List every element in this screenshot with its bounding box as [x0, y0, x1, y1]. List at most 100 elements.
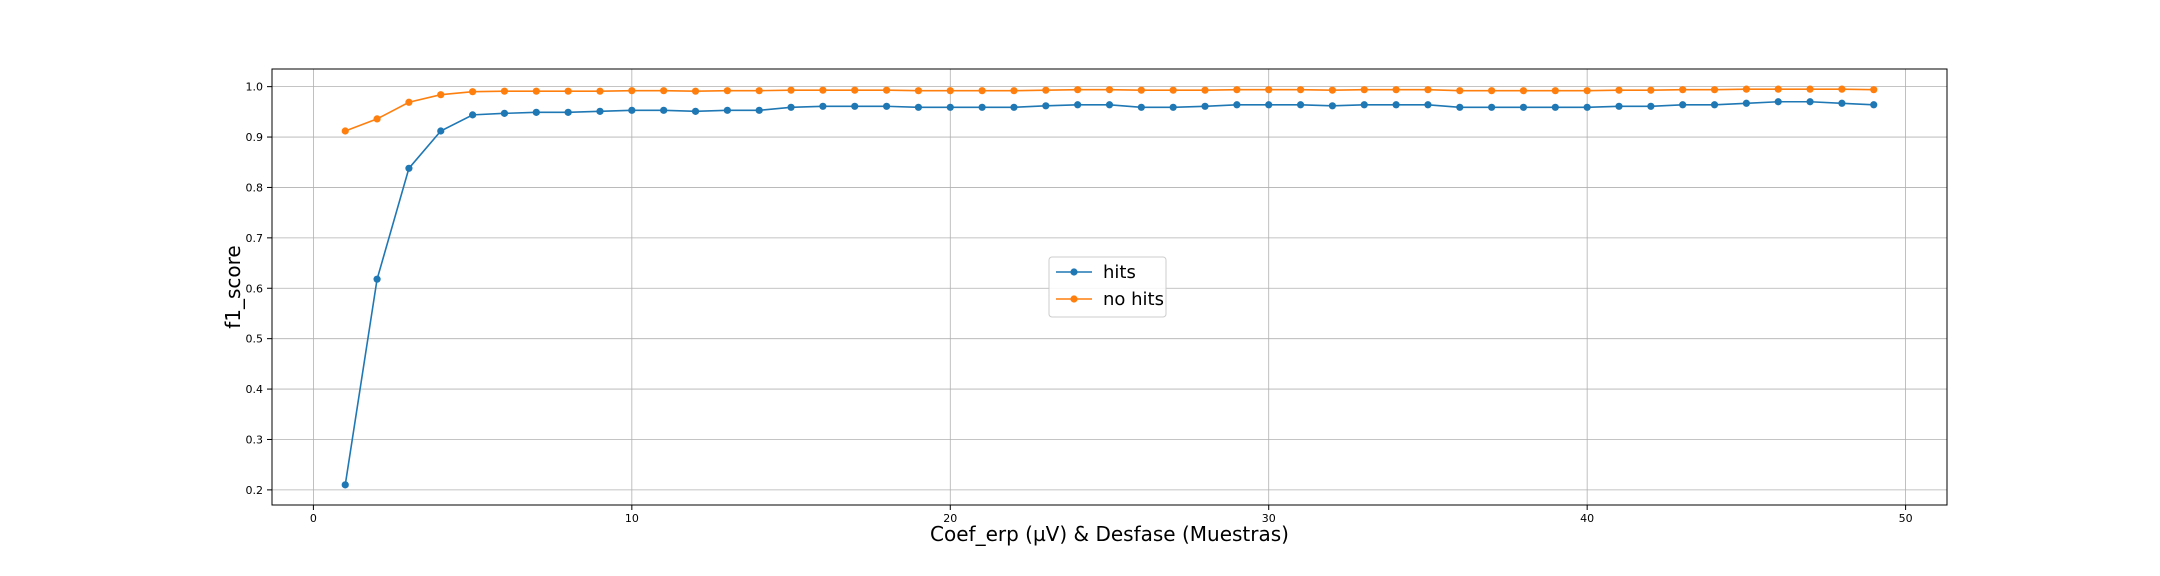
- x-tick-label: 20: [943, 512, 957, 525]
- data-point: [1870, 101, 1878, 109]
- y-tick-label: 0.7: [246, 232, 264, 245]
- data-point: [723, 87, 731, 95]
- data-point: [978, 103, 986, 111]
- data-point: [1456, 87, 1464, 95]
- x-tick-label: 40: [1580, 512, 1594, 525]
- y-tick-label: 0.2: [246, 484, 264, 497]
- data-point: [1010, 103, 1018, 111]
- legend-entry: no hits: [1056, 289, 1164, 310]
- data-point: [1265, 86, 1273, 94]
- data-point: [405, 98, 413, 106]
- axis-ticks: 0 10 20 30 40 50 0.2 0.3 0.4 0.5 0.6 0.7 0.8 0.9 1.0: [246, 81, 1913, 525]
- data-point: [1328, 102, 1337, 110]
- data-point: [1074, 86, 1082, 94]
- data-point: [1647, 86, 1655, 94]
- data-point: [532, 87, 540, 95]
- data-point: [1806, 85, 1814, 93]
- x-tick-label: 30: [1262, 512, 1276, 525]
- data-point: [914, 103, 923, 111]
- data-point: [1519, 103, 1528, 111]
- data-point: [1583, 87, 1591, 95]
- y-tick-label: 0.9: [246, 131, 264, 144]
- data-point: [1456, 103, 1464, 111]
- data-point: [1870, 86, 1878, 94]
- data-point: [1010, 87, 1018, 95]
- grid-lines: [272, 69, 1947, 505]
- y-tick-label: 1.0: [246, 81, 264, 94]
- data-point: [500, 109, 509, 117]
- data-point: [1615, 102, 1623, 110]
- data-point: [660, 106, 668, 114]
- data-point: [1392, 101, 1400, 109]
- data-point: [405, 164, 413, 172]
- data-point: [755, 106, 763, 114]
- data-point: [1488, 103, 1496, 111]
- data-point: [628, 87, 636, 95]
- y-tick-label: 0.3: [246, 433, 264, 446]
- data-point: [1679, 86, 1687, 94]
- data-point: [1488, 87, 1496, 95]
- data-point: [1615, 86, 1623, 94]
- data-point: [1519, 87, 1528, 95]
- data-point: [500, 87, 509, 95]
- data-point: [1710, 86, 1719, 94]
- series-line: [344, 88, 1874, 132]
- data-point: [851, 102, 859, 110]
- data-point: [1647, 102, 1655, 110]
- data-point: [1774, 98, 1782, 106]
- data-point: [564, 108, 572, 116]
- data-point: [1137, 103, 1145, 111]
- data-point: [882, 86, 891, 94]
- data-point: [596, 107, 604, 115]
- series-hits: [341, 98, 1878, 489]
- y-axis-label: f1_score: [221, 245, 245, 329]
- data-point: [691, 107, 700, 115]
- data-point: [1296, 101, 1305, 109]
- data-point: [1265, 101, 1273, 109]
- data-point: [373, 275, 381, 283]
- data-point: [469, 111, 477, 119]
- data-point: [1169, 86, 1177, 94]
- x-axis-label: Coef_erp (µV) & Desfase (Muestras): [930, 522, 1289, 546]
- data-point: [755, 87, 763, 95]
- data-point: [787, 103, 795, 111]
- data-point: [723, 106, 731, 114]
- data-point: [1838, 99, 1846, 107]
- x-tick-label: 0: [310, 512, 317, 525]
- legend-marker: [1070, 268, 1078, 276]
- x-tick-label: 10: [625, 512, 639, 525]
- data-point: [660, 87, 668, 95]
- data-point: [1105, 86, 1114, 94]
- data-point: [1233, 86, 1241, 94]
- data-point: [341, 127, 349, 135]
- data-point: [1328, 86, 1337, 94]
- series-layer: [341, 85, 1878, 489]
- data-point: [1233, 101, 1241, 109]
- data-point: [1551, 103, 1559, 111]
- data-point: [1169, 103, 1177, 111]
- data-point: [1424, 86, 1432, 94]
- data-point: [787, 86, 795, 94]
- y-tick-label: 0.5: [246, 333, 264, 346]
- data-point: [1551, 87, 1559, 95]
- y-tick-label: 0.4: [246, 383, 264, 396]
- data-point: [1360, 101, 1368, 109]
- data-point: [373, 115, 381, 123]
- legend-label: no hits: [1103, 289, 1164, 310]
- data-point: [819, 86, 827, 94]
- legend: hits no hits: [1048, 256, 1167, 318]
- data-point: [1074, 101, 1082, 109]
- data-point: [1583, 103, 1591, 111]
- data-point: [1137, 86, 1145, 94]
- legend-marker: [1070, 295, 1078, 303]
- data-point: [691, 87, 700, 95]
- data-point: [882, 102, 891, 110]
- x-tick-label: 50: [1899, 512, 1913, 525]
- data-point: [1742, 99, 1750, 107]
- data-point: [437, 127, 445, 135]
- data-point: [628, 106, 636, 114]
- data-point: [1296, 86, 1305, 94]
- data-point: [946, 87, 954, 95]
- data-point: [851, 86, 859, 94]
